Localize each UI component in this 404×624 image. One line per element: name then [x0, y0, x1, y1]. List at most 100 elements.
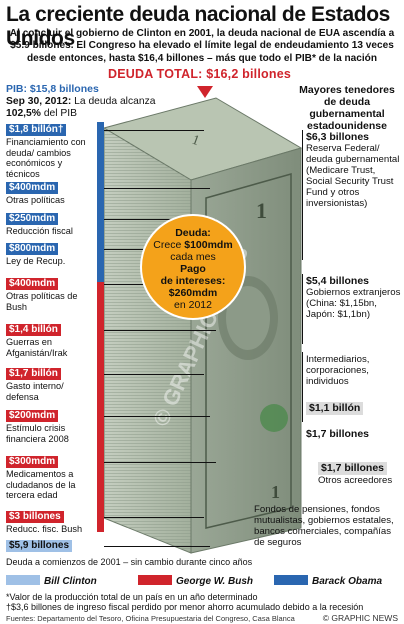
sep-text1: La deuda alcanza	[74, 96, 156, 107]
debt-item: $200mdm Estímulo crisis financiera 2008	[6, 410, 98, 444]
holder-other: $1,7 billones Otros acreedores	[318, 462, 402, 486]
debt-item-label: Otras políticas	[6, 195, 65, 205]
svg-text:1: 1	[256, 198, 267, 223]
bush-bar	[97, 282, 104, 532]
sep-pct: 102,5%	[6, 107, 41, 119]
copyright: © GRAPHIC NEWS	[322, 613, 398, 623]
debt-item-amount: $5,9 billones	[6, 540, 73, 552]
page-title: La creciente deuda nacional de Estados U…	[6, 3, 390, 50]
legend-obama: Barack Obama	[274, 575, 382, 588]
legend-bush: George W. Bush	[138, 575, 253, 588]
debt-item-label: Ley de Recup.	[6, 256, 66, 266]
footnote-1: *Valor de la producción total de un país…	[6, 592, 258, 602]
holder-other-amt: $1,7 billones	[306, 429, 402, 440]
debt-item-amount: $1,4 billón	[6, 324, 61, 336]
debt-item-amount: $1,7 billón	[6, 368, 61, 380]
leader-line	[104, 517, 204, 518]
intro-text: Al concluir el gobierno de Clinton en 20…	[9, 28, 395, 64]
debt-item-label: Otras políticas de Bush	[6, 291, 78, 312]
circle-l3: $100mdm	[184, 239, 233, 251]
debt-item-label: Estímulo crisis financiera 2008	[6, 423, 69, 444]
debt-item-amount: $200mdm	[6, 410, 59, 422]
holder-intermediaries-amt: $1,1 billón	[306, 402, 402, 415]
legend-clinton: Bill Clinton	[6, 575, 97, 588]
debt-growth-callout: Deuda: Crece $100mdm cada mes Pago de in…	[140, 214, 246, 320]
debt-item-amount: $1,8 billón†	[6, 124, 67, 136]
start-note: Deuda a comienzos de 2001 – sin cambio d…	[6, 557, 253, 567]
total-value: $16,2 billones	[206, 67, 292, 81]
leader-line	[104, 546, 210, 547]
debt-item-amount: $3 billones	[6, 511, 64, 523]
leader-line	[104, 188, 210, 189]
legend: Bill Clinton George W. Bush Barack Obama	[6, 575, 398, 589]
debt-item-label: Reducción fiscal	[6, 226, 73, 236]
holder-text: Otros acreedores	[318, 475, 393, 486]
debt-item: $1,7 billón Gasto interno/ defensa	[6, 368, 98, 402]
bracket-line	[302, 352, 303, 422]
debt-item-label: Financiamiento con deuda/ cambios económ…	[6, 137, 86, 179]
leader-line	[104, 130, 204, 131]
legend-label: George W. Bush	[176, 576, 254, 587]
legend-label: Bill Clinton	[44, 576, 97, 587]
circle-l7: $260mdm	[168, 287, 218, 299]
circle-l6: de intereses:	[160, 275, 226, 287]
holder-text: Intermediarios, corporaciones, individuo…	[306, 354, 370, 387]
debt-item-label: Medicamentos a cludadanos de la tercera …	[6, 469, 76, 501]
holder-amt: $5,4 billones	[306, 275, 370, 287]
leader-line	[104, 374, 204, 375]
debt-item: $800mdm Ley de Recup.	[6, 243, 98, 267]
leader-line	[104, 219, 216, 220]
holder-fed: $6,3 billones Reserva Federal/ deuda gub…	[306, 131, 402, 210]
svg-text:1: 1	[271, 482, 280, 502]
legend-swatch	[274, 575, 308, 585]
holders-heading: Mayores tenedores de deuda gubernamental…	[299, 84, 395, 132]
debt-item-amount: $300mdm	[6, 456, 59, 468]
circle-l2: Crece	[153, 239, 182, 251]
debt-item: $300mdm Medicamentos a cludadanos de la t…	[6, 456, 98, 501]
total-label: Deuda total:	[108, 67, 203, 81]
debt-item: $1,4 billón Guerras en Afganistán/Irak	[6, 324, 98, 358]
holder-text: Reserva Federal/ deuda gubernamental (Me…	[306, 143, 400, 209]
pib-value: $15,8 billones	[29, 83, 99, 95]
pib-label: PIB:	[6, 83, 27, 95]
footnotes: *Valor de la producción total de un país…	[6, 592, 398, 613]
legend-swatch	[138, 575, 172, 585]
debt-item-amount: $250mdm	[6, 213, 59, 225]
debt-item: $400mdm Otras políticas	[6, 182, 98, 206]
sep-date: Sep 30, 2012:	[6, 96, 72, 107]
holder-text: Fondos de pensiones, fondos mutualistas,…	[254, 504, 394, 548]
sep-note: Sep 30, 2012: La deuda alcanza 102,5% de…	[6, 96, 176, 119]
leader-line	[104, 330, 216, 331]
holder-text: Gobiernos extranjeros (China: $1,15bn, J…	[306, 287, 401, 320]
bracket-line	[302, 274, 303, 344]
dollar-stack-illustration: 1 1 1 © GRAPHIC NEWS	[102, 97, 303, 554]
circle-l8: en 2012	[174, 299, 212, 311]
circle-l1: Deuda:	[175, 227, 211, 239]
debt-item-amount: $800mdm	[6, 243, 59, 255]
total-arrow-icon	[197, 86, 213, 98]
obama-bar	[97, 172, 104, 282]
holder-foreign: $5,4 billones Gobiernos extranjeros (Chi…	[306, 275, 402, 321]
holder-amt: $1,7 billones	[306, 428, 370, 440]
total-debt: Deuda total: $16,2 billones	[108, 67, 291, 81]
circle-l4: cada mes	[170, 251, 216, 263]
leader-line	[104, 462, 216, 463]
legend-label: Barack Obama	[312, 576, 383, 587]
circle-l5: Pago	[180, 263, 206, 275]
debt-item-label: Gasto interno/ defensa	[6, 381, 64, 402]
debt-item-amount: $400mdm	[6, 278, 59, 290]
sep-text2: del PIB	[43, 107, 78, 119]
holder-amt-box: $1,7 billones	[318, 462, 388, 475]
debt-item: $3 billones Reducc. fisc. Bush	[6, 511, 98, 535]
holder-pension: Fondos de pensiones, fondos mutualistas,…	[254, 504, 402, 548]
footnote-2: †$3,6 billones de ingreso fiscal perdido…	[6, 602, 364, 613]
holder-amt: $6,3 billones	[306, 131, 370, 143]
leader-line	[104, 416, 210, 417]
pib-line: PIB: $15,8 billones	[6, 83, 99, 95]
debt-item: $5,9 billones	[6, 540, 98, 553]
obama-bar-top	[97, 122, 104, 172]
debt-item-amount: $400mdm	[6, 182, 59, 194]
debt-item: $250mdm Reducción fiscal	[6, 213, 98, 237]
debt-item-label: Guerras en Afganistán/Irak	[6, 337, 68, 358]
debt-item: $1,8 billón† Financiamiento con deuda/ ca…	[6, 124, 98, 179]
